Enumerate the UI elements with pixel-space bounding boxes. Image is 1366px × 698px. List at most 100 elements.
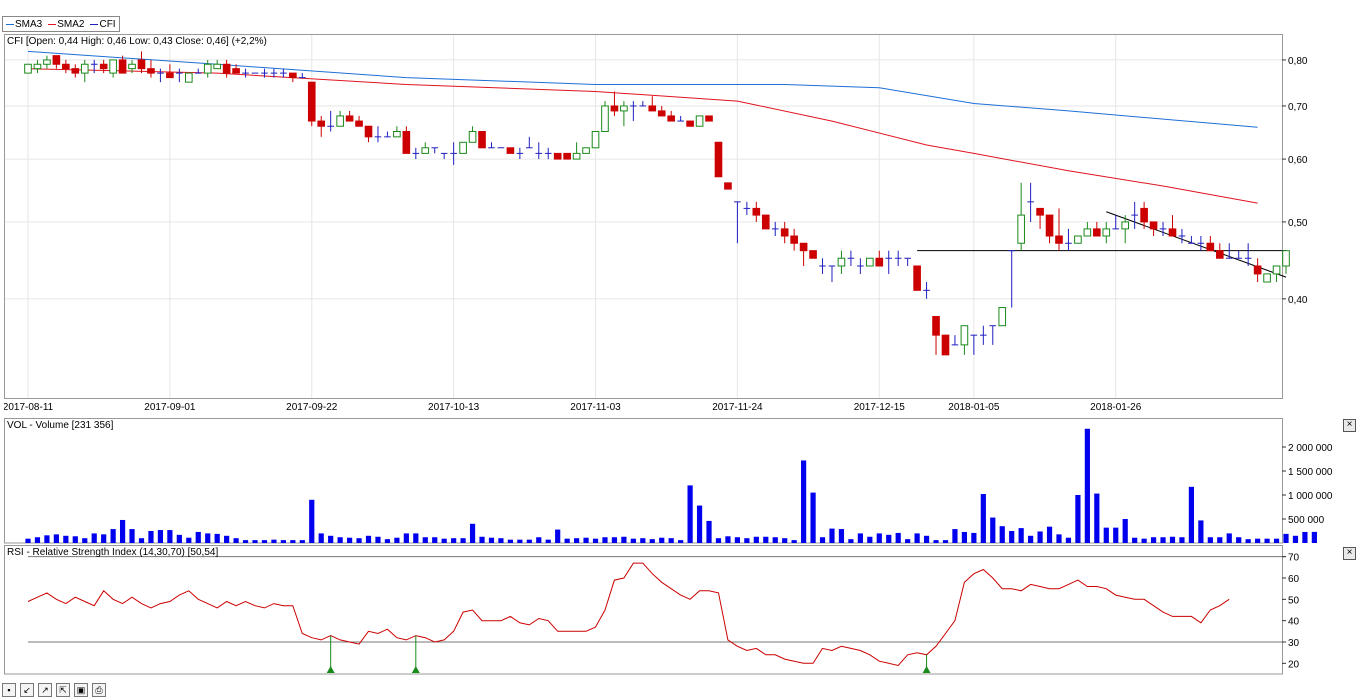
candle bbox=[1045, 214, 1054, 244]
candle-body bbox=[478, 130, 486, 149]
legend-item-cfi[interactable]: CFI bbox=[90, 19, 116, 30]
volume-chart[interactable]: 500 000 1 000 000 1 500 000 2 000 000 bbox=[4, 418, 1360, 546]
zoom-in-button[interactable]: ↙ bbox=[20, 683, 34, 697]
candle bbox=[998, 307, 1007, 327]
legend-label: SMA2 bbox=[57, 18, 85, 30]
volume-bar bbox=[138, 538, 145, 543]
volume-bar bbox=[829, 528, 835, 543]
volume-bar bbox=[1264, 538, 1270, 543]
candle bbox=[913, 265, 921, 291]
volume-bar bbox=[1084, 428, 1090, 543]
volume-bar bbox=[640, 538, 646, 543]
volume-bar bbox=[195, 531, 201, 543]
candle-body bbox=[52, 55, 61, 65]
candle bbox=[128, 59, 136, 74]
date-tick-label: 2018-01-26 bbox=[1090, 402, 1142, 413]
expand-button[interactable]: ⇱ bbox=[56, 683, 70, 697]
volume-bar bbox=[1217, 537, 1223, 543]
volume-bar bbox=[763, 536, 769, 543]
candle bbox=[374, 126, 382, 143]
rsi-y-tick-label: 60 bbox=[1288, 574, 1300, 585]
legend-item-sma3[interactable]: SMA3 bbox=[6, 19, 42, 30]
candle bbox=[1074, 235, 1082, 244]
volume-bar bbox=[1273, 538, 1280, 543]
candle bbox=[90, 59, 98, 74]
volume-bar bbox=[583, 537, 589, 543]
volume-bar bbox=[271, 539, 277, 543]
candle-body bbox=[80, 63, 89, 74]
candle bbox=[752, 201, 761, 222]
candle-body bbox=[43, 59, 51, 65]
rsi-chart[interactable]: 20 30 40 50 60 70 bbox=[4, 545, 1360, 677]
candle bbox=[270, 68, 278, 78]
volume-bar bbox=[630, 538, 636, 543]
volume-bar bbox=[337, 537, 343, 543]
candle bbox=[714, 141, 723, 178]
candle bbox=[166, 64, 174, 79]
volume-bar bbox=[242, 540, 249, 543]
volume-bar bbox=[819, 537, 826, 543]
candle bbox=[572, 142, 581, 160]
legend-item-sma2[interactable]: SMA2 bbox=[48, 19, 84, 30]
rsi-y-tick-label: 50 bbox=[1288, 595, 1300, 606]
expand-icon: ⇱ bbox=[59, 685, 67, 695]
fit-button[interactable]: ▣ bbox=[74, 683, 88, 697]
zoom-out-button[interactable]: ↗ bbox=[38, 683, 52, 697]
volume-bar bbox=[1207, 537, 1213, 543]
candle bbox=[761, 214, 770, 230]
candle bbox=[544, 147, 552, 160]
volume-bar bbox=[91, 533, 97, 543]
candle bbox=[194, 68, 202, 74]
volume-bar bbox=[394, 537, 400, 543]
print-icon: ⎙ bbox=[95, 685, 103, 695]
rsi-close-button[interactable]: × bbox=[1343, 547, 1356, 560]
candle bbox=[610, 91, 619, 116]
volume-bar bbox=[574, 538, 580, 543]
volume-bar bbox=[526, 539, 532, 543]
date-tick-label: 2018-01-05 bbox=[948, 402, 1000, 413]
volume-bar bbox=[517, 539, 523, 543]
candle-body bbox=[620, 105, 628, 112]
candle-body bbox=[1168, 228, 1177, 237]
candle-body bbox=[364, 125, 373, 138]
date-tick-label: 2017-09-01 bbox=[144, 402, 196, 413]
legend-swatch bbox=[90, 23, 99, 25]
date-tick-label: 2017-11-03 bbox=[570, 402, 621, 413]
chart-legend: SMA3 SMA2 CFI bbox=[2, 16, 120, 32]
volume-close-button[interactable]: × bbox=[1343, 419, 1356, 432]
candle-body bbox=[761, 214, 770, 230]
candle bbox=[677, 115, 684, 122]
candle bbox=[516, 147, 524, 160]
candle-body bbox=[137, 59, 146, 70]
candle bbox=[203, 59, 212, 78]
volume-plot-frame bbox=[4, 418, 1283, 544]
candle bbox=[1131, 201, 1138, 229]
buy-signal-arrow bbox=[922, 666, 931, 673]
volume-bar bbox=[205, 533, 211, 543]
candle bbox=[686, 120, 694, 127]
print-button[interactable]: ⎙ bbox=[92, 683, 106, 697]
candle bbox=[33, 59, 42, 74]
candle-body bbox=[1055, 235, 1063, 244]
volume-bar bbox=[290, 540, 296, 543]
volume-bar bbox=[914, 533, 920, 543]
buy-signal-arrow bbox=[326, 666, 335, 673]
volume-bar bbox=[157, 530, 164, 543]
candle-body bbox=[780, 228, 789, 237]
candle bbox=[118, 55, 127, 74]
save-button[interactable]: ▪ bbox=[2, 683, 16, 697]
volume-bar bbox=[734, 537, 740, 543]
candle bbox=[450, 142, 457, 165]
candle bbox=[327, 110, 334, 132]
candle bbox=[743, 201, 751, 216]
candle bbox=[1036, 207, 1044, 229]
candle-body bbox=[506, 147, 515, 154]
candle-body bbox=[289, 72, 297, 79]
price-y-tick-label: 0,50 bbox=[1288, 218, 1308, 229]
candle bbox=[1206, 235, 1215, 252]
candle-body bbox=[24, 63, 32, 74]
date-tick-label: 2017-12-15 bbox=[854, 402, 906, 413]
volume-bar bbox=[375, 536, 381, 543]
volume-bar bbox=[848, 539, 854, 543]
price-chart[interactable]: 0,40 0,50 0,60 0,70 0,80 2017-08-11 2017-09-01… bbox=[3, 34, 1360, 420]
